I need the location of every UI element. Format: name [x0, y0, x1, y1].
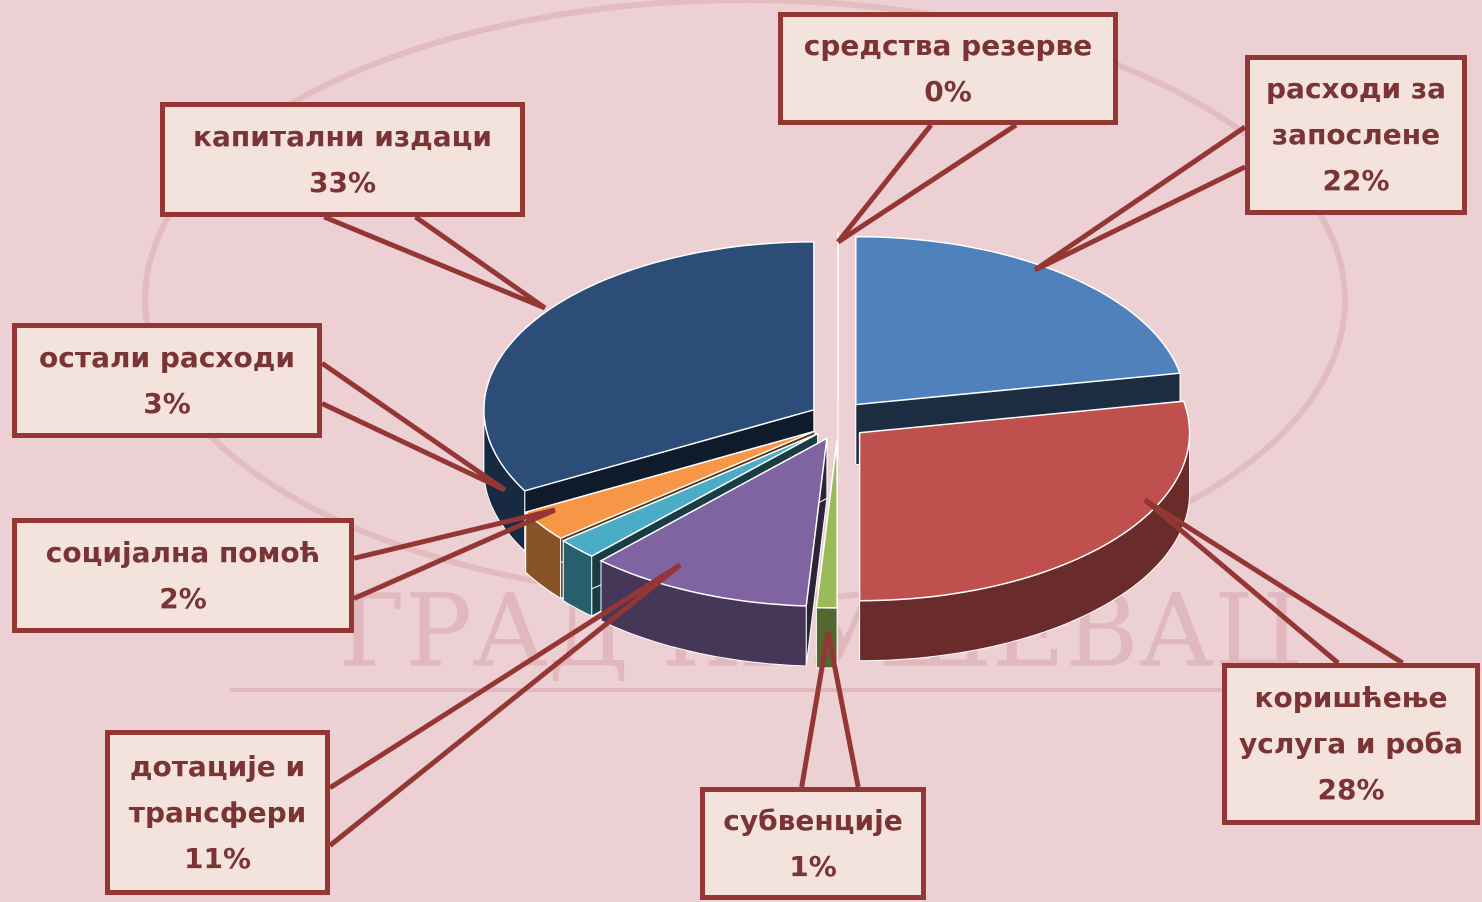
value-label: 28%: [1227, 767, 1475, 813]
value-label: 0%: [783, 69, 1113, 115]
category-label: капитални издаци: [165, 114, 520, 160]
value-label: 33%: [165, 160, 520, 206]
category-label: остали расходи: [17, 335, 317, 381]
category-label: субвенције: [705, 798, 921, 844]
callout-line: [1035, 167, 1245, 270]
value-label: 22%: [1250, 158, 1462, 204]
category-label: дотације и трансфери: [110, 744, 325, 836]
callout-line: [838, 125, 931, 242]
callout-line: [838, 125, 1016, 242]
chart: ГРАД КРУШЕВАЦ расходи за запослене22%кор…: [0, 0, 1482, 902]
callout-line: [322, 363, 505, 490]
category-label: социјална помоћ: [17, 530, 349, 576]
category-label: средства резерве: [783, 23, 1113, 69]
value-label: 2%: [17, 576, 349, 622]
category-label: коришћење услуга и роба: [1227, 675, 1475, 767]
value-label: 1%: [705, 844, 921, 890]
value-label: 3%: [17, 381, 317, 427]
value-label: 11%: [110, 836, 325, 882]
callout-line: [322, 404, 505, 491]
category-label: расходи за запослене: [1250, 66, 1462, 158]
callout-line: [1035, 127, 1245, 270]
